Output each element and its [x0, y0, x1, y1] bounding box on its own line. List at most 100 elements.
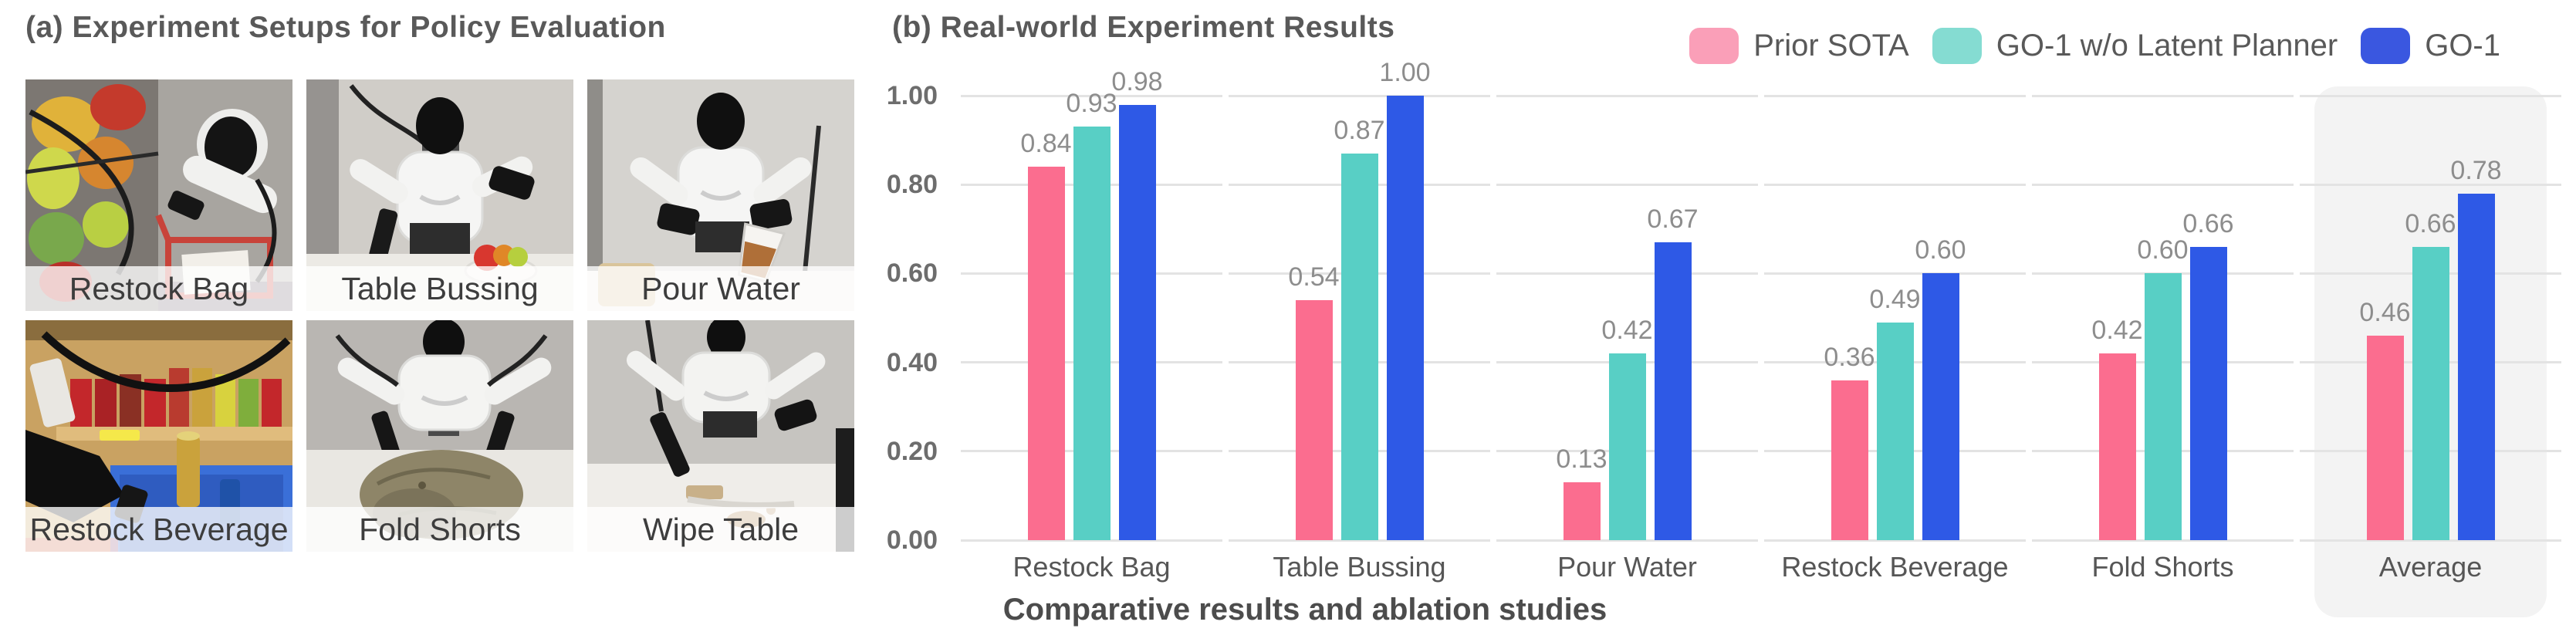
bar-go-1-w-o-latent-planner	[1073, 127, 1111, 540]
gridline	[2300, 94, 2561, 97]
legend-item-go1: GO-1	[2361, 28, 2500, 64]
bar-value-label: 0.42	[2091, 316, 2143, 346]
gridline	[1496, 94, 1758, 97]
gridline	[1496, 539, 1758, 542]
legend-label: Prior SOTA	[1753, 29, 1909, 63]
bar-value-label: 0.98	[1111, 66, 1163, 96]
y-axis-tick-label: 0.40	[886, 347, 938, 377]
panel-a-title: (a) Experiment Setups for Policy Evaluat…	[25, 11, 666, 44]
photo-pour-water: Pour Water	[587, 79, 854, 311]
legend-label: GO-1	[2425, 29, 2500, 63]
chart-facet-fold-shorts: 0.42 0.60 0.66	[2032, 94, 2294, 542]
photo-label: Table Bussing	[341, 270, 539, 306]
bar-value-label: 0.60	[1915, 235, 1966, 265]
bar-go-1	[1386, 96, 1424, 540]
bar-go-1	[1654, 242, 1692, 540]
y-axis-tick-label: 0.60	[886, 258, 938, 289]
y-axis-tick-label: 0.00	[886, 525, 938, 555]
gridline	[2032, 94, 2294, 97]
gridline	[1764, 539, 2026, 542]
bar-go-1	[2189, 246, 2227, 540]
bar-go-1-w-o-latent-planner	[1608, 353, 1646, 540]
x-axis-category-label: Fold Shorts	[2091, 551, 2234, 583]
bar-value-label: 0.13	[1556, 444, 1607, 475]
bar-go-1-w-o-latent-planner	[1876, 322, 1914, 540]
bar-value-label: 0.67	[1647, 204, 1699, 235]
bar-value-label: 0.87	[1334, 115, 1385, 145]
gridline	[2032, 183, 2294, 186]
bar-go-1-w-o-latent-planner	[2412, 246, 2449, 540]
photo-label: Restock Bag	[69, 270, 249, 306]
bar-value-label: 0.84	[1020, 129, 1072, 159]
y-axis-tick-label: 0.20	[886, 436, 938, 466]
gridline	[1496, 183, 1758, 186]
photo-fold-shorts: Fold Shorts	[306, 320, 573, 552]
legend-swatch-prior-sota	[1689, 28, 1739, 64]
gridline	[2300, 539, 2561, 542]
bar-value-label: 0.93	[1066, 89, 1117, 119]
gridline	[2300, 183, 2561, 186]
gridline	[961, 539, 1222, 542]
gridline	[1229, 94, 1490, 97]
y-axis-tick-label: 1.00	[886, 81, 938, 110]
photo-label: Wipe Table	[642, 511, 800, 547]
chart-facet-average: 0.46 0.66 0.78	[2300, 94, 2561, 542]
x-axis-category-label: Table Bussing	[1273, 551, 1446, 583]
photo-label-band: Wipe Table	[587, 507, 854, 552]
photo-label-band: Restock Bag	[25, 266, 292, 311]
bar-value-label: 0.42	[1601, 316, 1653, 346]
bar-value-label: 0.78	[2450, 155, 2502, 185]
bar-value-label: 0.66	[2182, 208, 2234, 238]
legend-item-go1-wo-latent-planner: GO-1 w/o Latent Planner	[1932, 28, 2338, 64]
bar-prior-sota	[1295, 299, 1333, 540]
chart-legend: Prior SOTA GO-1 w/o Latent Planner GO-1	[1689, 28, 2500, 64]
gridline	[961, 94, 1222, 97]
bar-prior-sota	[2366, 336, 2404, 540]
bar-go-1-w-o-latent-planner	[2144, 273, 2182, 540]
chart-facet-restock-beverage: 0.36 0.49 0.60	[1764, 94, 2026, 542]
bar-prior-sota	[2098, 353, 2136, 540]
bar-go-1	[2457, 193, 2495, 540]
photo-label-band: Pour Water	[587, 266, 854, 311]
x-axis-category-label: Average	[2378, 551, 2483, 583]
bar-prior-sota	[1563, 482, 1601, 540]
x-axis-category-label: Restock Bag	[1012, 551, 1171, 583]
figure-caption: Comparative results and ablation studies	[1002, 593, 1607, 627]
photo-label: Restock Beverage	[29, 511, 289, 547]
x-axis-category-label: Restock Beverage	[1781, 551, 2009, 583]
bar-prior-sota	[1027, 167, 1065, 540]
chart-facet-restock-bag: 0.84 0.93 0.98	[961, 67, 1222, 542]
legend-item-prior-sota: Prior SOTA	[1689, 28, 1909, 64]
photo-table-bussing: Table Bussing	[306, 79, 573, 311]
photo-label: Fold Shorts	[359, 511, 521, 547]
photo-label-band: Table Bussing	[306, 266, 573, 311]
bar-value-label: 0.36	[1824, 342, 1875, 372]
chart-facet-table-bussing: 0.54 0.87 1.00	[1229, 58, 1490, 542]
legend-swatch-go1	[2361, 28, 2411, 64]
gridline	[2032, 539, 2294, 542]
bar-value-label: 0.46	[2359, 298, 2411, 328]
bar-go-1	[1922, 273, 1959, 540]
photo-label-band: Fold Shorts	[306, 507, 573, 552]
x-axis-category-label: Pour Water	[1557, 551, 1697, 583]
gridline	[1496, 272, 1758, 275]
gridline	[1764, 272, 2026, 275]
chart-facet-pour-water: 0.13 0.42 0.67	[1496, 94, 1758, 542]
gridline	[1764, 183, 2026, 186]
legend-label: GO-1 w/o Latent Planner	[1996, 29, 2338, 63]
bar-value-label: 1.00	[1379, 58, 1431, 87]
gridline	[1764, 94, 2026, 97]
photo-label: Pour Water	[641, 270, 800, 306]
legend-swatch-go1-wo-latent-planner	[1932, 28, 1982, 64]
bar-value-label: 0.66	[2405, 208, 2456, 238]
bar-go-1	[1118, 104, 1156, 540]
y-axis-tick-label: 0.80	[886, 170, 938, 200]
bar-value-label: 0.49	[1869, 284, 1921, 314]
photo-wipe-table: Wipe Table	[587, 320, 854, 552]
photo-restock-bag: Restock Bag	[25, 79, 292, 311]
bar-value-label: 0.54	[1288, 262, 1340, 292]
gridline	[1229, 539, 1490, 542]
bar-value-label: 0.60	[2137, 235, 2189, 265]
bar-go-1-w-o-latent-planner	[1340, 153, 1378, 540]
photo-restock-beverage: Restock Beverage	[25, 320, 292, 552]
